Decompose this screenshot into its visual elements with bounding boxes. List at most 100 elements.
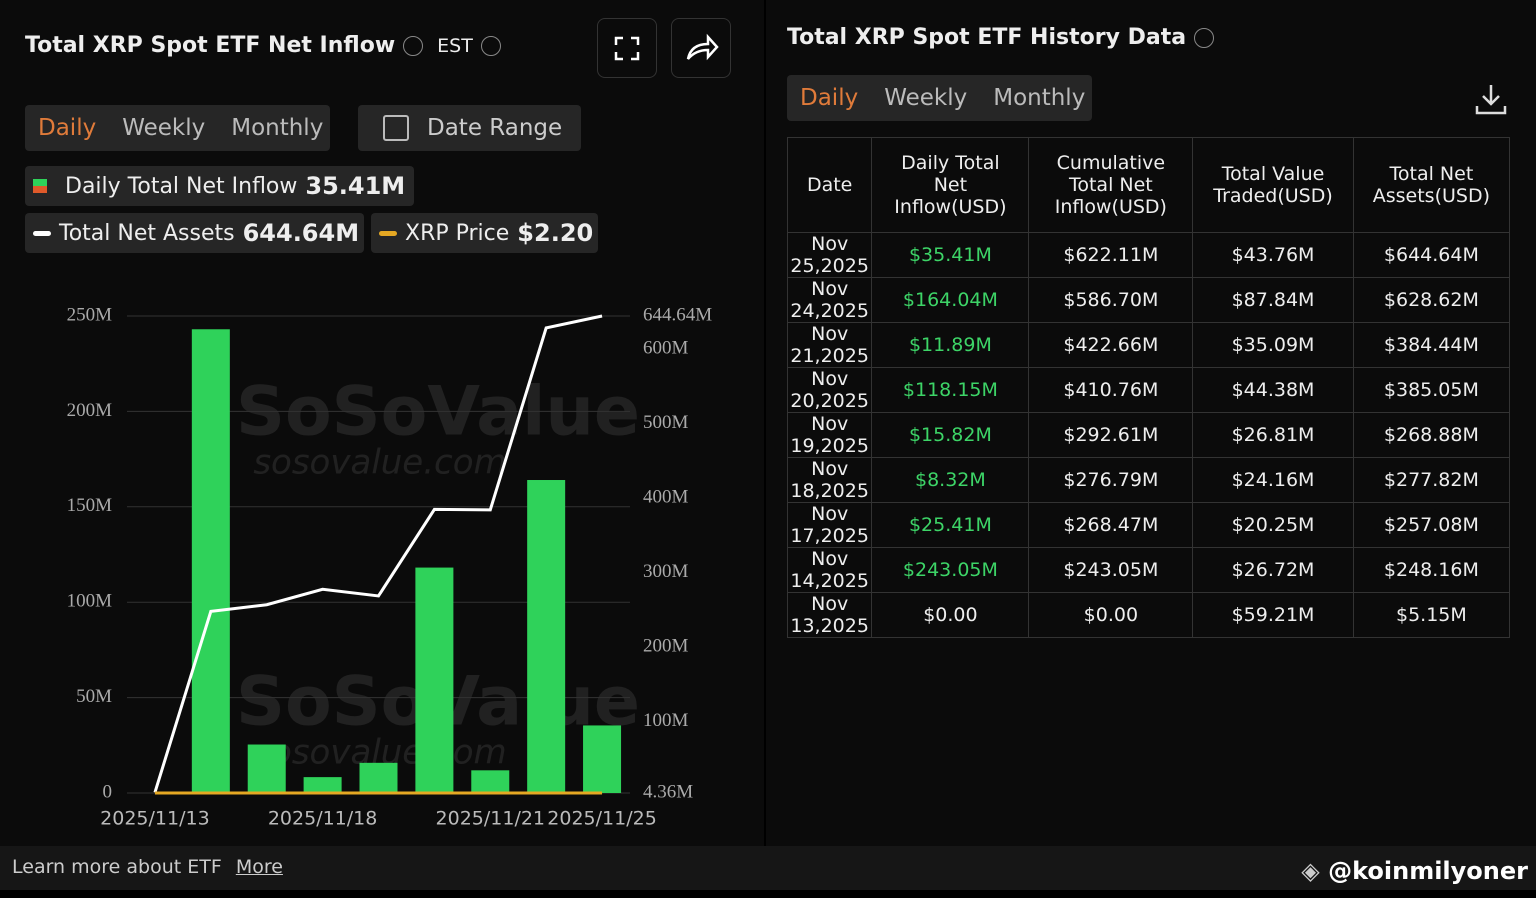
legend-label: Total Net Assets (59, 220, 235, 246)
tab[interactable]: Weekly (884, 85, 968, 111)
tab[interactable]: Daily (800, 85, 859, 111)
table-row: Nov 14,2025 $243.05M $243.05M $26.72M $248.1… (786, 547, 1511, 593)
footer-link[interactable]: More (235, 856, 283, 878)
tab[interactable]: Weekly (122, 115, 206, 141)
watermark: SoSoValue (236, 373, 640, 452)
table-cell: Nov 25,2025 (786, 232, 873, 278)
column-header: Date (786, 137, 873, 233)
table-cell: $26.81M (1192, 412, 1354, 458)
y2-tick-label: 300M (643, 561, 689, 582)
table-cell: $628.62M (1352, 277, 1511, 323)
table-cell: Nov 13,2025 (786, 592, 873, 638)
table-cell: $26.72M (1192, 547, 1354, 593)
table-row: Nov 24,2025 $164.04M $586.70M $87.84M $628.6… (786, 277, 1511, 323)
info-icon[interactable] (1194, 28, 1215, 48)
bar (471, 770, 510, 793)
legend-assets[interactable]: Total Net Assets 644.64M (25, 213, 364, 253)
fullscreen-button[interactable] (597, 18, 657, 78)
table-cell: $5.15M (1352, 592, 1511, 638)
table-cell: $410.76M (1028, 367, 1194, 413)
table-cell: $11.89M (871, 322, 1030, 368)
bar (303, 777, 342, 793)
table-cell: $586.70M (1028, 277, 1194, 323)
legend-swatch (33, 230, 51, 236)
footer (0, 846, 1536, 890)
table-cell: Nov 17,2025 (786, 502, 873, 548)
table-cell: Nov 20,2025 (786, 367, 873, 413)
tab[interactable]: Monthly (231, 115, 324, 141)
table-cell: Nov 24,2025 (786, 277, 873, 323)
footer-text: Learn more about ETF More (12, 856, 283, 878)
table-cell: $248.16M (1352, 547, 1511, 593)
credit-text: @koinmilyoner (1328, 857, 1528, 885)
history-table: Date Daily Total Net Inflow(USD) Cumulativ… (786, 137, 1511, 638)
bar (247, 744, 286, 793)
tab[interactable]: Daily (38, 115, 97, 141)
table-cell: $422.66M (1028, 322, 1194, 368)
y2-tick-label: 200M (643, 636, 689, 657)
bar (527, 480, 566, 793)
y2-tick-label: 100M (643, 710, 689, 731)
legend-price[interactable]: XRP Price $2.20 (371, 213, 598, 253)
table-cell: $257.08M (1352, 502, 1511, 548)
table-cell: $24.16M (1192, 457, 1354, 503)
title-text: Total XRP Spot ETF Net Inflow (25, 33, 396, 58)
table-cell: $268.88M (1352, 412, 1511, 458)
legend-swatch (379, 230, 397, 236)
table-cell: $118.15M (871, 367, 1030, 413)
table-cell: Nov 21,2025 (786, 322, 873, 368)
table-cell: $25.41M (871, 502, 1030, 548)
table-cell: $277.82M (1352, 457, 1511, 503)
bar (359, 762, 398, 793)
y-tick-label: 250M (67, 304, 113, 325)
y2-tick-label: 400M (643, 487, 689, 508)
table-row: Nov 21,2025 $11.89M $422.66M $35.09M $384.44… (786, 322, 1511, 368)
x-tick-label: 2025/11/18 (268, 808, 378, 830)
table-cell: $35.41M (871, 232, 1030, 278)
table-cell: Nov 18,2025 (786, 457, 873, 503)
chart: SoSoValuesosovalue.comSoSoValuesosovalue… (67, 304, 713, 830)
legend-value: 644.64M (242, 219, 360, 247)
title: Total XRP Spot ETF Net Inflow EST (25, 33, 501, 58)
y2-tick-label: 500M (643, 412, 689, 433)
tabs: Daily Weekly Monthly (787, 75, 1092, 121)
table-title-text: Total XRP Spot ETF History Data (787, 25, 1187, 50)
x-tick-label: 2025/11/25 (547, 808, 657, 830)
table-cell: $243.05M (871, 547, 1030, 593)
table-cell: $243.05M (1028, 547, 1194, 593)
bar (415, 567, 454, 793)
y-tick-label: 50M (76, 686, 112, 707)
timezone[interactable]: EST (437, 35, 473, 57)
table-cell: $292.61M (1028, 412, 1194, 458)
y-tick-label: 100M (67, 591, 113, 612)
table-cell: $35.09M (1192, 322, 1354, 368)
download-icon[interactable] (1474, 82, 1508, 116)
table-cell: $0.00 (871, 592, 1030, 638)
date-range-label: Date Range (427, 115, 563, 141)
info-icon[interactable] (403, 36, 424, 56)
info-icon[interactable] (480, 36, 501, 56)
footer-label: Learn more about ETF (12, 856, 222, 878)
date-range-button[interactable]: Date Range (358, 105, 581, 151)
table-cell: Nov 19,2025 (786, 412, 873, 458)
table-row: Nov 17,2025 $25.41M $268.47M $20.25M $257.08… (786, 502, 1511, 548)
y2-tick-label: 644.64M (643, 304, 712, 325)
table-row: Nov 19,2025 $15.82M $292.61M $26.81M $268.88… (786, 412, 1511, 458)
table-cell: $385.05M (1352, 367, 1511, 413)
column-header: Daily Total Net Inflow(USD) (871, 137, 1030, 233)
table-cell: $15.82M (871, 412, 1030, 458)
legend-inflow[interactable]: Daily Total Net Inflow 35.41M (25, 166, 414, 206)
legend-swatch (33, 179, 47, 193)
share-button[interactable] (671, 18, 731, 78)
y-tick-label: 0 (103, 781, 113, 802)
y-tick-label: 200M (67, 400, 113, 421)
watermark: sosovalue.com (253, 443, 506, 483)
table-cell: $164.04M (871, 277, 1030, 323)
calendar-icon (383, 115, 409, 141)
table-cell: $59.21M (1192, 592, 1354, 638)
table-cell: $87.84M (1192, 277, 1354, 323)
tab[interactable]: Monthly (993, 85, 1086, 111)
table-cell: $0.00 (1028, 592, 1194, 638)
table-row: Nov 18,2025 $8.32M $276.79M $24.16M $277.82M (786, 457, 1511, 503)
